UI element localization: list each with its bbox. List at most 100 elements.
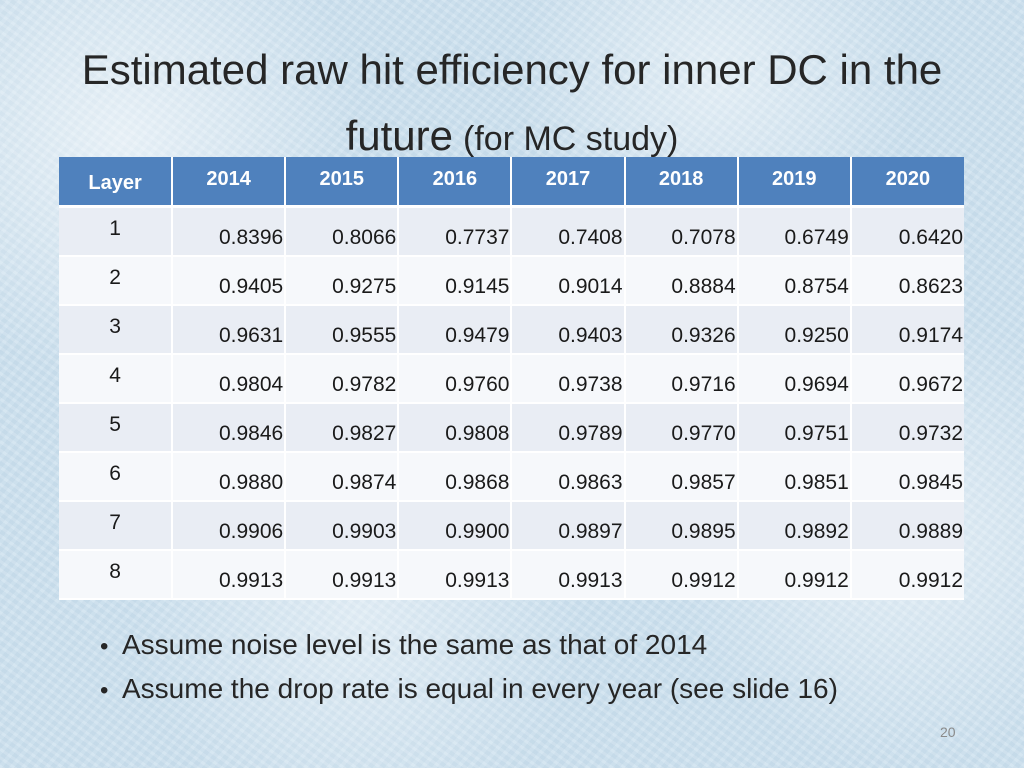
efficiency-cell: 0.9631 bbox=[172, 305, 287, 355]
bullet-text: Assume the drop rate is equal in every y… bbox=[122, 673, 838, 704]
efficiency-value: 0.9405 bbox=[218, 275, 284, 298]
efficiency-value: 0.9906 bbox=[218, 520, 284, 543]
efficiency-value: 0.9889 bbox=[898, 520, 963, 543]
efficiency-cell: 0.7078 bbox=[624, 206, 739, 257]
efficiency-cell: 0.9912 bbox=[624, 550, 739, 600]
efficiency-cell: 0.9913 bbox=[511, 550, 626, 600]
efficiency-cell: 0.9868 bbox=[398, 452, 513, 502]
efficiency-cell: 0.9880 bbox=[172, 452, 287, 502]
efficiency-cell: 0.9014 bbox=[511, 256, 626, 306]
layer-number: 3 bbox=[109, 315, 121, 338]
efficiency-cell: 0.9716 bbox=[624, 354, 739, 404]
efficiency-cell: 0.9479 bbox=[398, 305, 513, 355]
efficiency-value: 0.9897 bbox=[558, 520, 623, 543]
efficiency-cell: 0.9857 bbox=[624, 452, 739, 502]
efficiency-value: 0.9900 bbox=[445, 520, 510, 543]
header-label: 2016 bbox=[432, 168, 478, 190]
efficiency-cell: 0.6749 bbox=[737, 206, 852, 257]
header-label: 2020 bbox=[885, 168, 931, 190]
efficiency-cell: 0.9889 bbox=[850, 501, 964, 551]
efficiency-value: 0.9912 bbox=[784, 569, 849, 592]
efficiency-value: 0.9014 bbox=[558, 275, 623, 298]
efficiency-value: 0.9782 bbox=[332, 373, 397, 396]
efficiency-cell: 0.9913 bbox=[285, 550, 400, 600]
efficiency-value: 0.8623 bbox=[898, 275, 963, 298]
efficiency-value: 0.7408 bbox=[558, 226, 623, 249]
layer-number: 4 bbox=[109, 364, 121, 387]
table-row: 2 0.9405 0.9275 0.9145 0.9014 0.8884 0.8754 0.8… bbox=[59, 256, 964, 306]
efficiency-value: 0.8396 bbox=[218, 226, 284, 249]
efficiency-cell: 0.9555 bbox=[285, 305, 400, 355]
efficiency-cell: 0.9827 bbox=[285, 403, 400, 453]
efficiency-value: 0.9275 bbox=[332, 275, 397, 298]
slide-title-sub: (for MC study) bbox=[463, 120, 679, 158]
efficiency-cell: 0.8623 bbox=[850, 256, 964, 306]
layer-number: 7 bbox=[109, 511, 121, 534]
efficiency-cell: 0.9874 bbox=[285, 452, 400, 502]
efficiency-value: 0.9827 bbox=[332, 422, 397, 445]
efficiency-value: 0.7737 bbox=[445, 226, 510, 249]
layer-number-cell: 4 bbox=[59, 354, 174, 404]
efficiency-value: 0.9804 bbox=[218, 373, 284, 396]
efficiency-value: 0.9892 bbox=[784, 520, 849, 543]
efficiency-cell: 0.9738 bbox=[511, 354, 626, 404]
table-row: 6 0.9880 0.9874 0.9868 0.9863 0.9857 0.9851 0.9… bbox=[59, 452, 964, 502]
efficiency-cell: 0.9906 bbox=[172, 501, 287, 551]
efficiency-value: 0.9738 bbox=[558, 373, 623, 396]
efficiency-cell: 0.9275 bbox=[285, 256, 400, 306]
efficiency-value: 0.9808 bbox=[445, 422, 510, 445]
table-row: 8 0.9913 0.9913 0.9913 0.9913 0.9912 0.9912 0.9… bbox=[59, 550, 964, 600]
efficiency-cell: 0.9851 bbox=[737, 452, 852, 502]
efficiency-value: 0.9732 bbox=[898, 422, 963, 445]
header-year: 2020 bbox=[850, 157, 964, 208]
efficiency-cell: 0.9732 bbox=[850, 403, 964, 453]
efficiency-cell: 0.9174 bbox=[850, 305, 964, 355]
header-label: 2018 bbox=[658, 168, 704, 190]
efficiency-value: 0.9863 bbox=[558, 471, 623, 494]
efficiency-value: 0.9250 bbox=[784, 324, 849, 347]
efficiency-value: 0.7078 bbox=[671, 226, 736, 249]
efficiency-cell: 0.9789 bbox=[511, 403, 626, 453]
header-layer: Layer bbox=[59, 157, 174, 208]
header-year: 2019 bbox=[737, 157, 852, 208]
efficiency-cell: 0.9250 bbox=[737, 305, 852, 355]
layer-number-cell: 8 bbox=[59, 550, 174, 600]
efficiency-value: 0.9145 bbox=[445, 275, 510, 298]
efficiency-value: 0.6749 bbox=[784, 226, 849, 249]
efficiency-cell: 0.7737 bbox=[398, 206, 513, 257]
bullet-item: • Assume the drop rate is equal in every … bbox=[100, 668, 980, 712]
efficiency-cell: 0.9913 bbox=[172, 550, 287, 600]
efficiency-value: 0.9326 bbox=[671, 324, 736, 347]
header-label: Layer bbox=[88, 172, 142, 194]
efficiency-cell: 0.9863 bbox=[511, 452, 626, 502]
efficiency-value: 0.9913 bbox=[558, 569, 623, 592]
layer-number: 2 bbox=[109, 266, 121, 289]
efficiency-cell: 0.9804 bbox=[172, 354, 287, 404]
header-label: 2015 bbox=[319, 168, 365, 190]
layer-number-cell: 6 bbox=[59, 452, 174, 502]
layer-number-cell: 7 bbox=[59, 501, 174, 551]
efficiency-cell: 0.9845 bbox=[850, 452, 964, 502]
table-row: 4 0.9804 0.9782 0.9760 0.9738 0.9716 0.9694 0.9… bbox=[59, 354, 964, 404]
efficiency-value: 0.9760 bbox=[445, 373, 510, 396]
layer-number: 1 bbox=[109, 217, 121, 240]
efficiency-cell: 0.9895 bbox=[624, 501, 739, 551]
efficiency-cell: 0.9672 bbox=[850, 354, 964, 404]
efficiency-value: 0.9868 bbox=[445, 471, 510, 494]
efficiency-cell: 0.9403 bbox=[511, 305, 626, 355]
header-year: 2016 bbox=[398, 157, 513, 208]
efficiency-value: 0.9913 bbox=[218, 569, 284, 592]
efficiency-cell: 0.9808 bbox=[398, 403, 513, 453]
efficiency-table-container: Layer 2014 2015 2016 2017 2018 2019 2020 1 0.839… bbox=[59, 157, 964, 600]
efficiency-table: Layer 2014 2015 2016 2017 2018 2019 2020 1 0.839… bbox=[59, 157, 964, 600]
efficiency-cell: 0.9912 bbox=[850, 550, 964, 600]
layer-number: 6 bbox=[109, 462, 121, 485]
efficiency-cell: 0.8396 bbox=[172, 206, 287, 257]
efficiency-value: 0.8066 bbox=[332, 226, 397, 249]
table-row: 7 0.9906 0.9903 0.9900 0.9897 0.9895 0.9892 0.9… bbox=[59, 501, 964, 551]
header-year: 2017 bbox=[511, 157, 626, 208]
efficiency-cell: 0.9903 bbox=[285, 501, 400, 551]
table-row: 3 0.9631 0.9555 0.9479 0.9403 0.9326 0.9250 0.9… bbox=[59, 305, 964, 355]
page-number: 20 bbox=[940, 724, 956, 740]
efficiency-value: 0.9903 bbox=[332, 520, 397, 543]
